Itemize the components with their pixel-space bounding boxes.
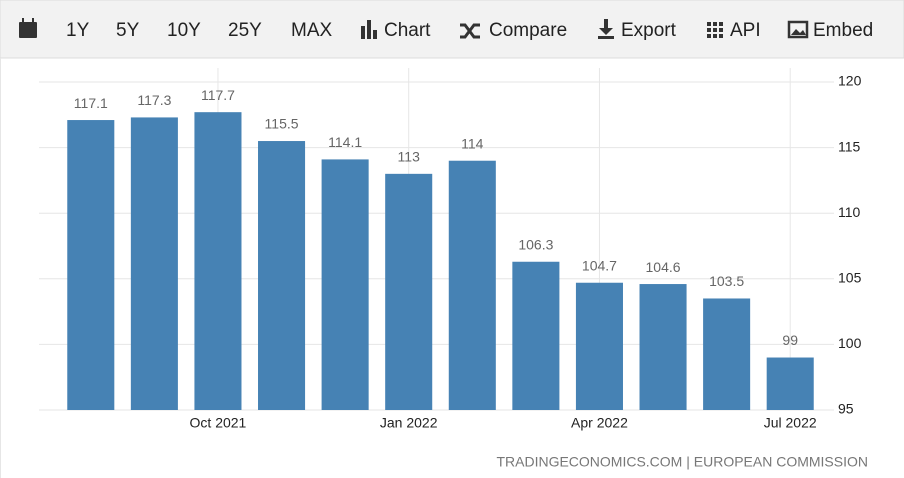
y-tick-label: 100 [838, 335, 862, 351]
y-tick-label: 115 [838, 138, 861, 154]
x-tick-label: Jan 2022 [380, 415, 438, 431]
value-label: 115.5 [265, 116, 299, 132]
embed-icon[interactable] [787, 20, 809, 39]
value-label: 106.3 [518, 236, 553, 252]
bar [703, 298, 751, 410]
bar [321, 159, 369, 410]
bar [385, 173, 433, 410]
bar [639, 284, 687, 410]
api-button[interactable]: API [730, 20, 761, 41]
range-button[interactable]: 5Y [116, 20, 140, 41]
bar [130, 117, 178, 410]
x-tick-label: Apr 2022 [571, 415, 628, 431]
value-label: 104.6 [646, 259, 681, 275]
api-icon[interactable] [707, 22, 723, 38]
bar [258, 141, 306, 411]
chart-button[interactable]: Chart [384, 20, 431, 41]
y-tick-label: 95 [838, 401, 854, 417]
y-tick-label: 120 [838, 73, 862, 89]
toolbar [0, 0, 904, 59]
value-label: 117.1 [74, 95, 108, 111]
export-icon[interactable] [598, 19, 614, 39]
value-label: 117.7 [201, 87, 235, 103]
value-label: 104.7 [582, 257, 617, 273]
embed-button[interactable]: Embed [813, 20, 873, 41]
value-label: 113 [398, 149, 421, 165]
y-tick-label: 105 [838, 270, 862, 286]
value-label: 114 [461, 135, 484, 151]
bar [194, 112, 242, 411]
range-button[interactable]: 1Y [66, 20, 90, 41]
chart-icon[interactable] [361, 20, 377, 39]
export-button[interactable]: Export [621, 20, 677, 41]
bar [766, 357, 814, 410]
source: TRADINGECONOMICS.COM | EUROPEAN COMMISSI… [496, 454, 868, 470]
bar [448, 160, 496, 410]
value-label: 103.5 [709, 273, 744, 289]
value-label: 99 [782, 332, 798, 348]
compare-icon[interactable] [460, 23, 480, 39]
range-button[interactable]: 25Y [228, 20, 262, 41]
x-tick-label: Oct 2021 [190, 415, 247, 431]
y-tick-label: 110 [838, 204, 861, 220]
range-button[interactable]: MAX [291, 20, 333, 41]
bar [575, 282, 623, 410]
bar [67, 120, 115, 410]
compare-button[interactable]: Compare [489, 20, 567, 41]
calendar-icon[interactable] [19, 18, 37, 38]
range-button[interactable]: 10Y [167, 20, 201, 41]
x-tick-label: Jul 2022 [764, 415, 817, 431]
bar [512, 261, 560, 410]
value-label: 114.1 [328, 134, 362, 150]
value-label: 117.3 [137, 92, 171, 108]
